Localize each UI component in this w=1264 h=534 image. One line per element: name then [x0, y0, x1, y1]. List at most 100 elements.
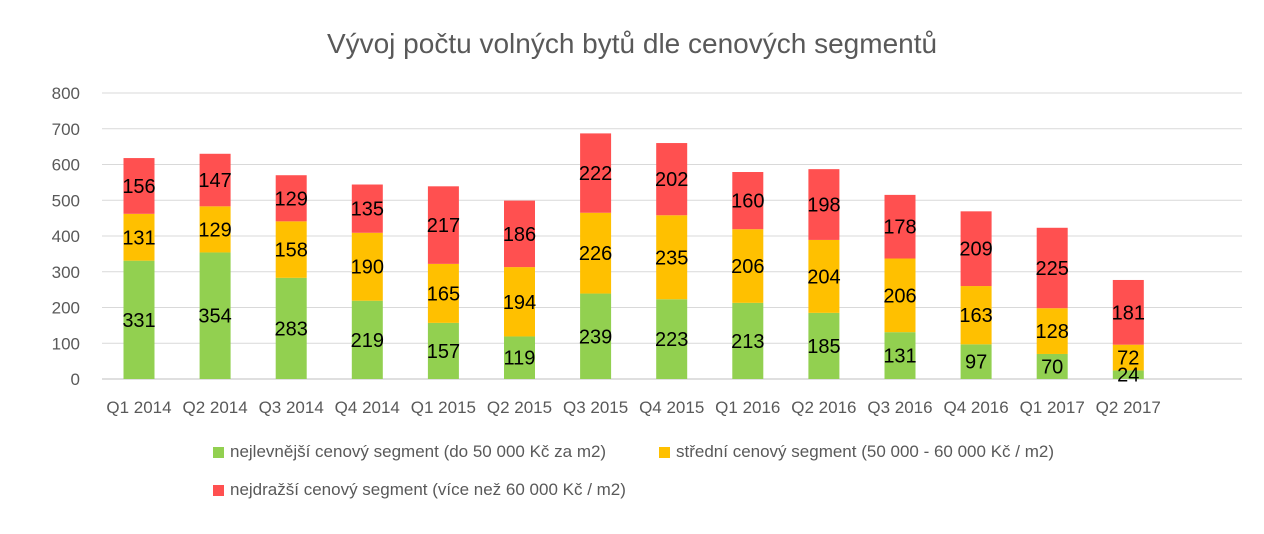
bar-segment-cheapest — [427, 322, 459, 379]
legend-swatch-expensive — [213, 484, 224, 496]
y-tick-label: 300 — [52, 263, 80, 282]
bar-segment-middle — [275, 221, 307, 278]
bar-segment-middle — [1036, 308, 1068, 354]
data-label: 131 — [122, 227, 155, 249]
data-label: 129 — [275, 188, 308, 210]
x-tick-label: Q2 2015 — [487, 398, 552, 417]
bars — [123, 133, 1144, 379]
data-label: 354 — [198, 306, 231, 328]
bar-segment-cheapest — [123, 260, 155, 379]
bar-segment-cheapest — [884, 332, 916, 379]
x-tick-label: Q3 2016 — [867, 398, 932, 417]
data-label: 235 — [655, 247, 688, 269]
data-label: 186 — [503, 224, 536, 246]
legend-label-cheapest: nejlevnější cenový segment (do 50 000 Kč… — [230, 442, 607, 461]
data-label: 213 — [731, 331, 764, 353]
legend-swatch-cheapest — [213, 446, 224, 458]
data-label: 217 — [427, 215, 460, 237]
data-label: 202 — [655, 169, 688, 191]
legend-label-expensive: nejdražší cenový segment (více než 60 00… — [230, 480, 626, 499]
data-label: 128 — [1036, 321, 1069, 343]
bar-segment-expensive — [427, 186, 459, 264]
y-tick-label: 600 — [52, 156, 80, 175]
bar-segment-expensive — [1036, 227, 1068, 309]
bar-segment-middle — [808, 239, 840, 313]
x-tick-label: Q3 2015 — [563, 398, 628, 417]
bar-segment-expensive — [884, 194, 916, 259]
data-label: 24 — [1117, 365, 1139, 387]
x-tick-label: Q1 2017 — [1020, 398, 1085, 417]
data-label: 204 — [807, 266, 840, 288]
data-labels: 331 131 156 354 129 147 283 158 129 219 190 135 157 1… — [122, 163, 1145, 387]
bar-segment-cheapest — [1036, 353, 1068, 379]
data-label: 131 — [883, 346, 916, 368]
x-tick-label: Q4 2015 — [639, 398, 704, 417]
data-label: 160 — [731, 191, 764, 213]
bar-segment-middle — [732, 229, 764, 303]
x-tick-label: Q2 2014 — [182, 398, 247, 417]
data-label: 331 — [122, 310, 155, 332]
data-label: 163 — [959, 305, 992, 327]
bar-segment-expensive — [123, 158, 155, 214]
bar-segment-middle — [960, 286, 992, 345]
legend-swatch-middle — [659, 446, 670, 458]
data-label: 226 — [579, 243, 612, 265]
data-label: 185 — [807, 336, 840, 358]
legend-item-middle: střední cenový segment (50 000 - 60 000 … — [659, 442, 1054, 462]
data-label: 239 — [579, 326, 612, 348]
bar-segment-middle — [351, 232, 383, 301]
data-label: 129 — [198, 219, 231, 241]
legend-label-middle: střední cenový segment (50 000 - 60 000 … — [676, 442, 1054, 461]
x-tick-label: Q4 2014 — [335, 398, 400, 417]
bar-segment-cheapest — [351, 300, 383, 379]
y-tick-label: 100 — [52, 334, 80, 353]
data-label: 156 — [122, 176, 155, 198]
bar-segment-middle — [1112, 344, 1144, 371]
x-tick-label: Q3 2014 — [259, 398, 324, 417]
data-label: 178 — [883, 217, 916, 239]
y-tick-label: 800 — [52, 84, 80, 103]
data-label: 222 — [579, 163, 612, 185]
bar-segment-cheapest — [275, 277, 307, 379]
x-tick-label: Q2 2017 — [1096, 398, 1161, 417]
y-axis-ticks: 0 100 200 300 400 500 600 700 800 — [52, 84, 80, 389]
legend-item-expensive: nejdražší cenový segment (více než 60 00… — [213, 480, 626, 500]
bar-segment-cheapest — [580, 293, 612, 379]
y-tick-label: 400 — [52, 227, 80, 246]
data-label: 157 — [427, 341, 460, 363]
bar-segment-middle — [884, 258, 916, 333]
y-tick-label: 0 — [71, 370, 80, 389]
data-label: 209 — [959, 239, 992, 261]
data-label: 198 — [807, 195, 840, 217]
data-label: 165 — [427, 283, 460, 305]
data-label: 190 — [351, 257, 384, 279]
bar-segment-cheapest — [504, 336, 535, 379]
bar-segment-expensive — [732, 172, 764, 230]
x-tick-label: Q1 2016 — [715, 398, 780, 417]
data-label: 206 — [731, 256, 764, 278]
bar-segment-expensive — [351, 184, 383, 233]
bar-segment-expensive — [199, 153, 231, 207]
bar-segment-middle — [504, 267, 535, 337]
data-label: 70 — [1041, 356, 1063, 378]
bar-segment-cheapest — [656, 299, 688, 379]
bar-segment-middle — [656, 215, 688, 300]
x-tick-label: Q1 2014 — [106, 398, 171, 417]
bar-segment-middle — [123, 213, 155, 261]
bar-segment-expensive — [656, 143, 688, 216]
data-label: 158 — [275, 240, 308, 262]
bar-segment-cheapest — [808, 312, 840, 379]
bar-segment-middle — [580, 212, 612, 294]
bar-segment-expensive — [580, 133, 612, 213]
y-tick-label: 200 — [52, 299, 80, 318]
x-tick-label: Q4 2016 — [943, 398, 1008, 417]
data-label: 223 — [655, 329, 688, 351]
bar-segment-middle — [427, 263, 459, 323]
y-tick-label: 500 — [52, 191, 80, 210]
data-label: 147 — [198, 170, 231, 192]
bar-segment-cheapest — [732, 302, 764, 379]
data-label: 135 — [351, 199, 384, 221]
data-label: 72 — [1117, 348, 1139, 370]
bar-segment-expensive — [504, 200, 535, 268]
bar-segment-expensive — [960, 211, 992, 287]
